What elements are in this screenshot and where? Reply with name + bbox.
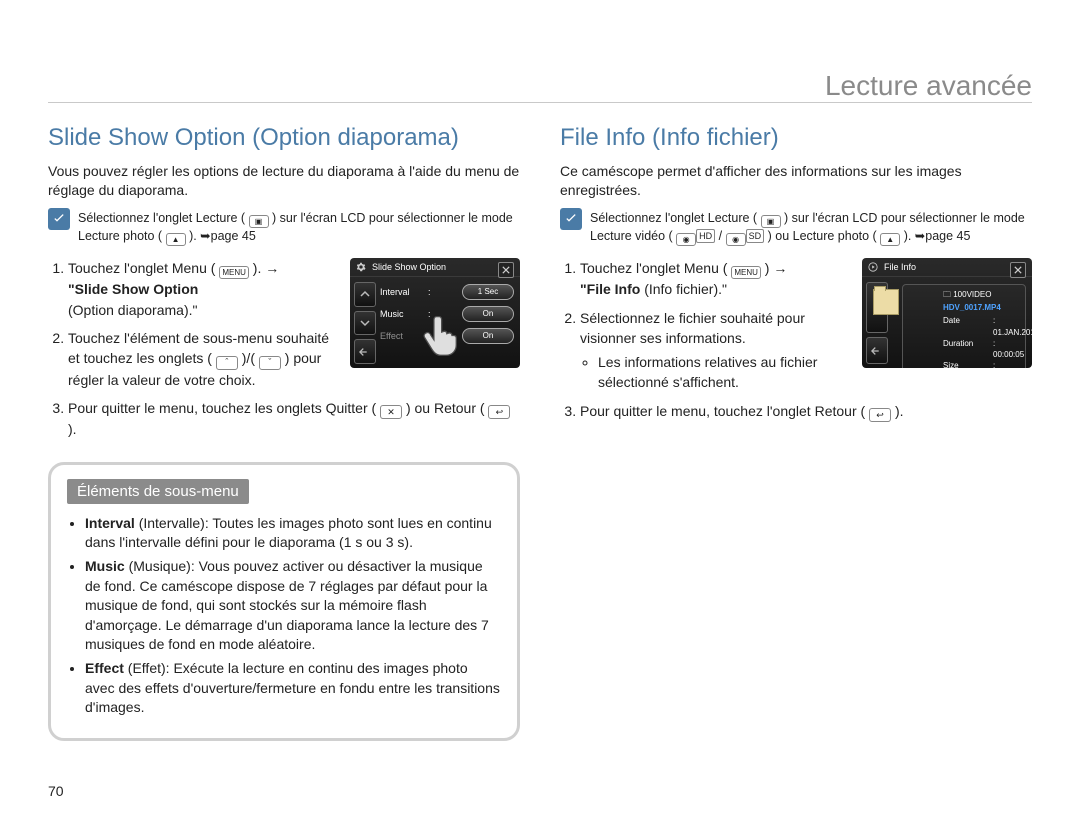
hd-label: HD — [696, 229, 715, 244]
lcd-return-icon[interactable] — [866, 337, 888, 364]
section-heading-fileinfo: File Info (Info fichier) — [560, 124, 1032, 152]
fileinfo-row: Size: 9.56MB — [943, 360, 1019, 368]
submenu-item: Interval (Intervalle): Toutes les images… — [85, 514, 501, 553]
note-slideshow: Sélectionnez l'onglet Lecture ( ▣ ) sur … — [48, 208, 520, 246]
lcd-down-icon[interactable] — [354, 311, 376, 336]
fileinfo-row: Duration: 00:00:05 — [943, 338, 1019, 360]
menu-tab-icon: MENU — [731, 266, 761, 279]
check-icon — [48, 208, 70, 230]
quit-button-icon: ✕ — [380, 405, 402, 419]
header-rule — [48, 102, 1032, 103]
gear-icon — [356, 262, 366, 272]
play-tab-icon: ▣ — [249, 215, 269, 228]
sd-label: SD — [746, 229, 765, 244]
submenu-panel: Éléments de sous-menu Interval (Interval… — [48, 462, 520, 741]
folder-icon — [873, 289, 899, 315]
menu-tab-icon: MENU — [219, 266, 249, 279]
fileinfo-row: Date: 01.JAN.2012 — [943, 315, 1019, 337]
note-text: Sélectionnez l'onglet Lecture ( ▣ ) sur … — [78, 208, 520, 246]
lcd-fileinfo: File Info 🗀 100VIDEO HDV_0017.MP4 Date: … — [862, 258, 1032, 368]
lcd-option-row: Interval: 1 Sec — [380, 282, 514, 302]
manual-page: Lecture avancée Slide Show Option (Optio… — [0, 0, 1080, 827]
submenu-item: Effect (Effet): Exécute la lecture en co… — [85, 659, 501, 718]
lcd-title: Slide Show Option — [372, 262, 446, 272]
play-circle-icon — [868, 262, 878, 272]
chapter-title: Lecture avancée — [825, 70, 1032, 102]
photo-mode-icon: ▲ — [166, 233, 186, 246]
column-left: Slide Show Option (Option diaporama) Vou… — [48, 124, 520, 741]
step: Pour quitter le menu, touchez l'onglet R… — [580, 401, 1032, 423]
lcd-option-chip[interactable]: 1 Sec — [462, 284, 514, 300]
page-number: 70 — [48, 783, 64, 799]
photo-mode-icon: ▲ — [880, 233, 900, 246]
fileinfo-details: 🗀 100VIDEO HDV_0017.MP4 Date: 01.JAN.201… — [902, 284, 1026, 368]
submenu-item: Music (Musique): Vous pouvez activer ou … — [85, 557, 501, 655]
note-text: Sélectionnez l'onglet Lecture ( ▣ ) sur … — [590, 208, 1032, 246]
video-mode-icon: ◉ — [676, 233, 696, 246]
check-icon — [560, 208, 582, 230]
intro-slideshow: Vous pouvez régler les options de lectur… — [48, 162, 520, 200]
lcd-slideshow: Slide Show Option Interval: 1 Sec — [350, 258, 520, 368]
column-right: File Info (Info fichier) Ce caméscope pe… — [560, 124, 1032, 741]
down-button-icon: ˇ — [259, 356, 281, 370]
lcd-close-icon[interactable] — [498, 262, 514, 278]
return-button-icon: ↩ — [869, 408, 891, 422]
intro-fileinfo: Ce caméscope permet d'afficher des infor… — [560, 162, 1032, 200]
video-mode-icon: ◉ — [726, 233, 746, 246]
note-fileinfo: Sélectionnez l'onglet Lecture ( ▣ ) sur … — [560, 208, 1032, 246]
play-tab-icon: ▣ — [761, 215, 781, 228]
lcd-return-icon[interactable] — [354, 339, 376, 364]
up-button-icon: ˆ — [216, 356, 238, 370]
lcd-up-icon[interactable] — [354, 282, 376, 307]
lcd-title: File Info — [884, 262, 916, 272]
step: Pour quitter le menu, touchez les onglet… — [68, 398, 520, 440]
touch-hand-icon — [415, 308, 470, 365]
lcd-close-icon[interactable] — [1010, 262, 1026, 278]
return-button-icon: ↩ — [488, 405, 510, 419]
fileinfo-filename: HDV_0017.MP4 — [943, 302, 1019, 313]
section-heading-slideshow: Slide Show Option (Option diaporama) — [48, 124, 520, 152]
submenu-title: Éléments de sous-menu — [67, 479, 249, 504]
